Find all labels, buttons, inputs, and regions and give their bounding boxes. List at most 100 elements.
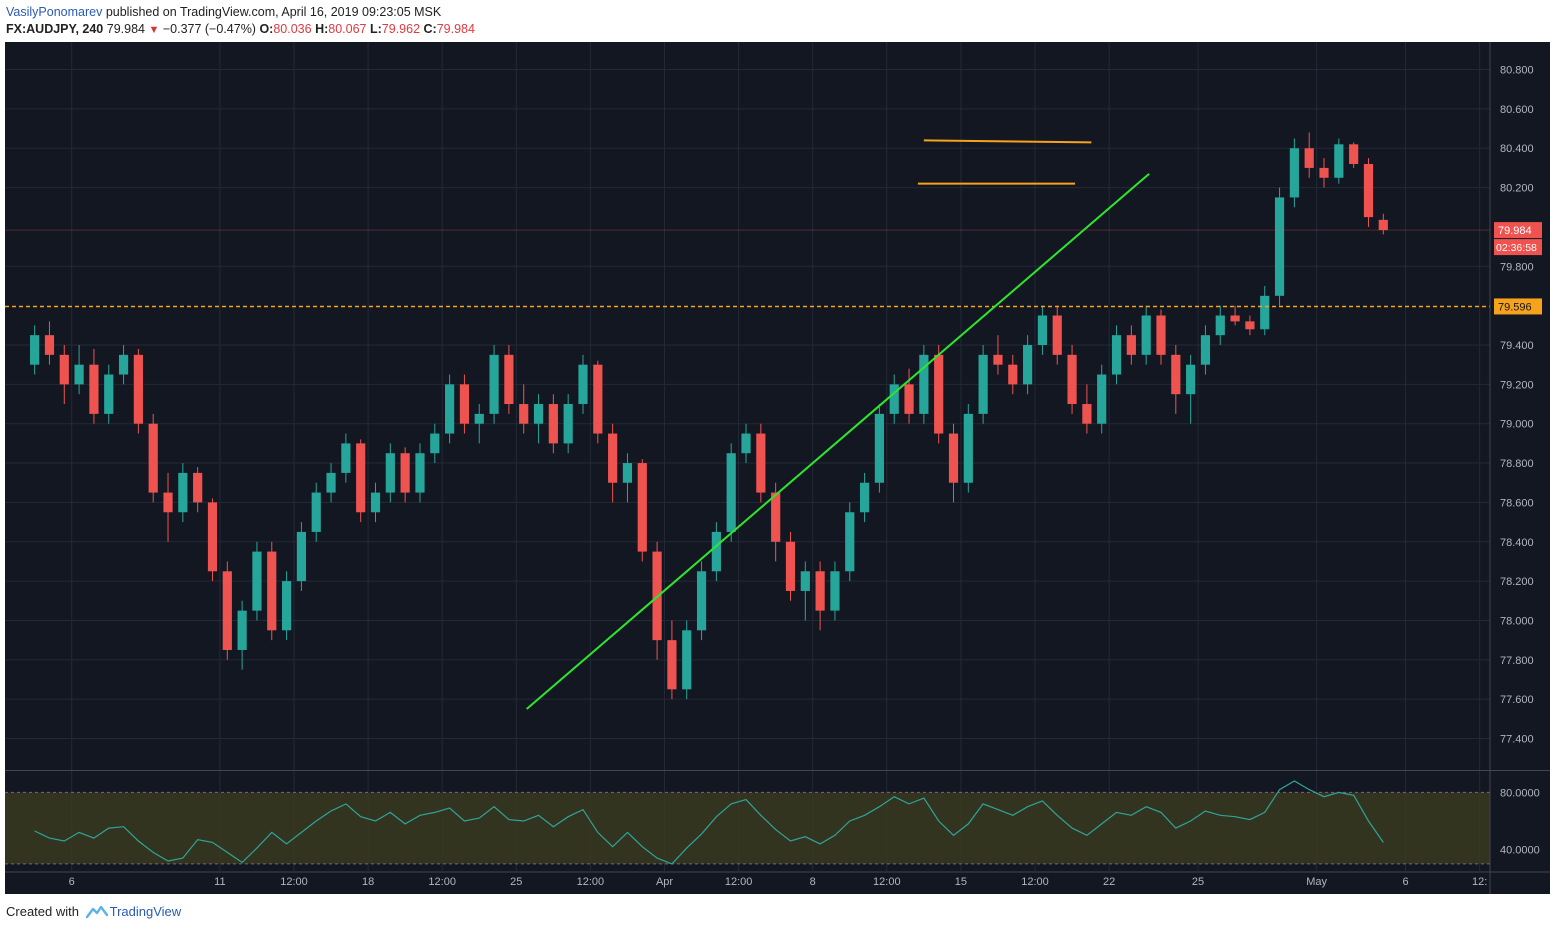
last-price: 79.984 xyxy=(106,22,145,36)
candle-body xyxy=(1245,321,1255,330)
candle-body xyxy=(1008,364,1018,385)
candle-body xyxy=(904,384,914,414)
candle-body xyxy=(326,472,336,493)
price-tick-label: 77.600 xyxy=(1500,694,1534,706)
candle-body xyxy=(696,571,707,631)
candle-body xyxy=(1200,335,1211,365)
candle-body xyxy=(356,443,366,513)
candle-body xyxy=(400,453,410,493)
candle-body xyxy=(785,541,796,591)
candle-body xyxy=(934,354,944,434)
rsi-line xyxy=(34,780,1384,865)
candle-body xyxy=(845,512,855,572)
candle-body xyxy=(59,354,69,385)
high-value: 80.067 xyxy=(328,22,367,36)
candle-body xyxy=(667,640,677,690)
candle-body xyxy=(430,433,440,454)
candle-body xyxy=(711,531,721,572)
close-value: 79.984 xyxy=(436,22,475,36)
countdown-badge xyxy=(1494,239,1542,256)
candle-body xyxy=(1097,374,1107,424)
time-tick-label: 6 xyxy=(1402,876,1408,888)
time-tick-label: 12:00 xyxy=(725,876,753,888)
price-tick-label: 80.600 xyxy=(1500,104,1534,116)
tradingview-brand[interactable]: TradingView xyxy=(109,904,182,919)
candle-body xyxy=(993,354,1003,365)
candle-body xyxy=(1334,144,1344,178)
rsi-tick-label: 40.0000 xyxy=(1500,845,1540,857)
candle-body xyxy=(370,492,381,513)
low-value: 79.962 xyxy=(381,22,421,36)
candle-body xyxy=(385,453,395,493)
candle-body xyxy=(30,335,40,365)
candle-body xyxy=(1037,315,1048,346)
candle-body xyxy=(726,453,736,532)
time-tick-label: 6 xyxy=(69,876,75,888)
symbol-name[interactable]: FX:AUDJPY, 240 xyxy=(6,22,104,36)
countdown-badge-label: 02:36:58 xyxy=(1496,242,1537,254)
author-link[interactable]: VasilyPonomarev xyxy=(6,5,103,19)
price-chart[interactable]: 80.800 80.600 80.400 80.200 79.800 79.400 79.2… xyxy=(5,42,1550,894)
rsi-indicator xyxy=(34,780,1384,865)
candle-body xyxy=(608,433,618,483)
candle-body xyxy=(1215,315,1225,336)
last-price-badge xyxy=(1494,222,1542,239)
candle-body xyxy=(222,571,232,650)
rsi-tick-label: 80.0000 xyxy=(1500,787,1540,799)
candle-body xyxy=(563,404,573,444)
close-label: C: xyxy=(423,22,437,36)
high-label: H: xyxy=(315,22,329,36)
candle-body xyxy=(133,354,143,424)
candle-body xyxy=(1363,163,1374,218)
open-value: 80.036 xyxy=(273,22,312,36)
candle-body xyxy=(415,453,425,493)
candle-body xyxy=(741,433,751,454)
time-tick-label: 12: xyxy=(1472,876,1487,888)
candle-body xyxy=(1304,148,1314,168)
candle-body xyxy=(830,571,840,611)
resistance-line-top xyxy=(923,139,1092,144)
candle-body xyxy=(104,374,114,414)
candle-body xyxy=(756,433,766,493)
price-tick-label: 78.400 xyxy=(1500,537,1534,549)
candle-body xyxy=(948,433,959,483)
candle-body xyxy=(1067,354,1077,405)
price-tick-label: 79.200 xyxy=(1500,379,1534,391)
candle-body xyxy=(89,364,99,414)
price-tick-label: 80.400 xyxy=(1500,143,1534,155)
published-text: published on TradingView.com, April 16, … xyxy=(102,5,442,19)
candle-body xyxy=(296,531,307,582)
candle-body xyxy=(1082,404,1092,424)
time-tick-label: 25 xyxy=(510,876,522,888)
candle-body xyxy=(459,384,470,424)
candle-body xyxy=(548,404,558,444)
price-tick-label: 79.400 xyxy=(1500,340,1534,352)
candle-body xyxy=(519,404,529,424)
candle-body xyxy=(267,551,277,631)
axes: 80.800 80.600 80.400 80.200 79.800 79.400 79.2… xyxy=(5,42,1550,894)
candle-body xyxy=(341,443,351,473)
time-tick-label: 12:00 xyxy=(873,876,901,888)
candle-body xyxy=(963,413,973,483)
candle-body xyxy=(771,492,781,542)
price-change: −0.377 (−0.47%) xyxy=(162,22,256,36)
time-tick-label: 11 xyxy=(214,876,225,888)
price-tick-label: 78.800 xyxy=(1500,458,1534,470)
candle-body xyxy=(178,472,188,513)
created-with-text: Created with xyxy=(6,904,79,919)
candle-body xyxy=(889,384,899,414)
price-tick-label: 77.800 xyxy=(1500,655,1534,667)
candle-body xyxy=(533,404,544,424)
candle-body xyxy=(445,384,455,434)
candle-body xyxy=(1126,335,1136,355)
time-tick-label: 12:00 xyxy=(1021,876,1049,888)
chart-background xyxy=(5,42,1550,894)
trendline xyxy=(526,173,1150,710)
price-tick-label: 80.800 xyxy=(1500,65,1534,77)
price-tick-label: 78.000 xyxy=(1500,615,1534,627)
price-tick-label: 80.200 xyxy=(1500,183,1534,195)
candle-body xyxy=(1378,219,1388,231)
drawings[interactable] xyxy=(5,139,1490,710)
last-price-badge-label: 79.984 xyxy=(1498,225,1532,237)
level-badge-label: 79.596 xyxy=(1498,301,1532,313)
